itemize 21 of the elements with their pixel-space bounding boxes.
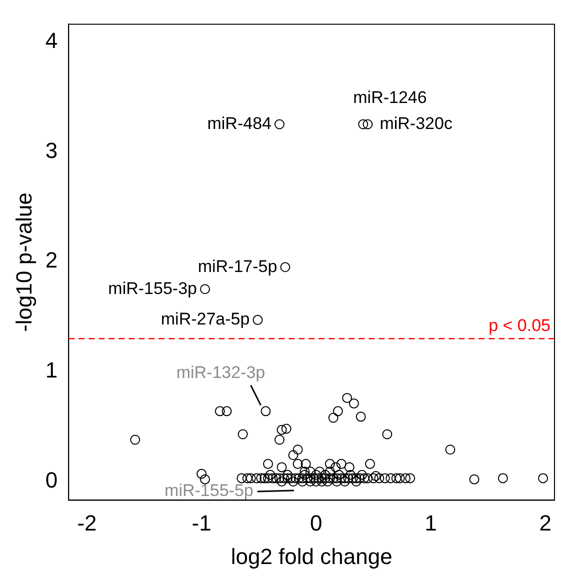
x-tick-label: 0	[310, 510, 322, 536]
x-tick-label: -2	[77, 510, 97, 536]
annotation: miR-1246	[353, 88, 427, 107]
annotation: miR-155-3p	[108, 278, 197, 298]
annotation: miR-132-3p	[176, 362, 266, 382]
annotation: miR-27a-5p	[160, 310, 250, 329]
x-tick-label: 1	[424, 510, 437, 536]
y-tick-label: 0	[45, 468, 58, 493]
ref-line-label: p < 0.05	[488, 316, 550, 335]
annotation: miR-320c	[380, 114, 453, 133]
y-tick-label: 4	[45, 28, 58, 53]
x-tick-label: -1	[192, 510, 212, 536]
y-axis-title: -log10 p-value	[11, 192, 36, 332]
x-tick-label: 2	[539, 510, 552, 536]
annotation: miR-155-5p	[164, 481, 254, 500]
y-tick-label: 2	[45, 248, 58, 273]
y-tick-label: 3	[45, 138, 58, 163]
y-tick-label: 1	[45, 358, 58, 383]
x-axis-title: log2 fold change	[230, 544, 392, 569]
annotation: miR-484	[207, 114, 272, 133]
annotation: miR-17-5p	[198, 256, 278, 276]
